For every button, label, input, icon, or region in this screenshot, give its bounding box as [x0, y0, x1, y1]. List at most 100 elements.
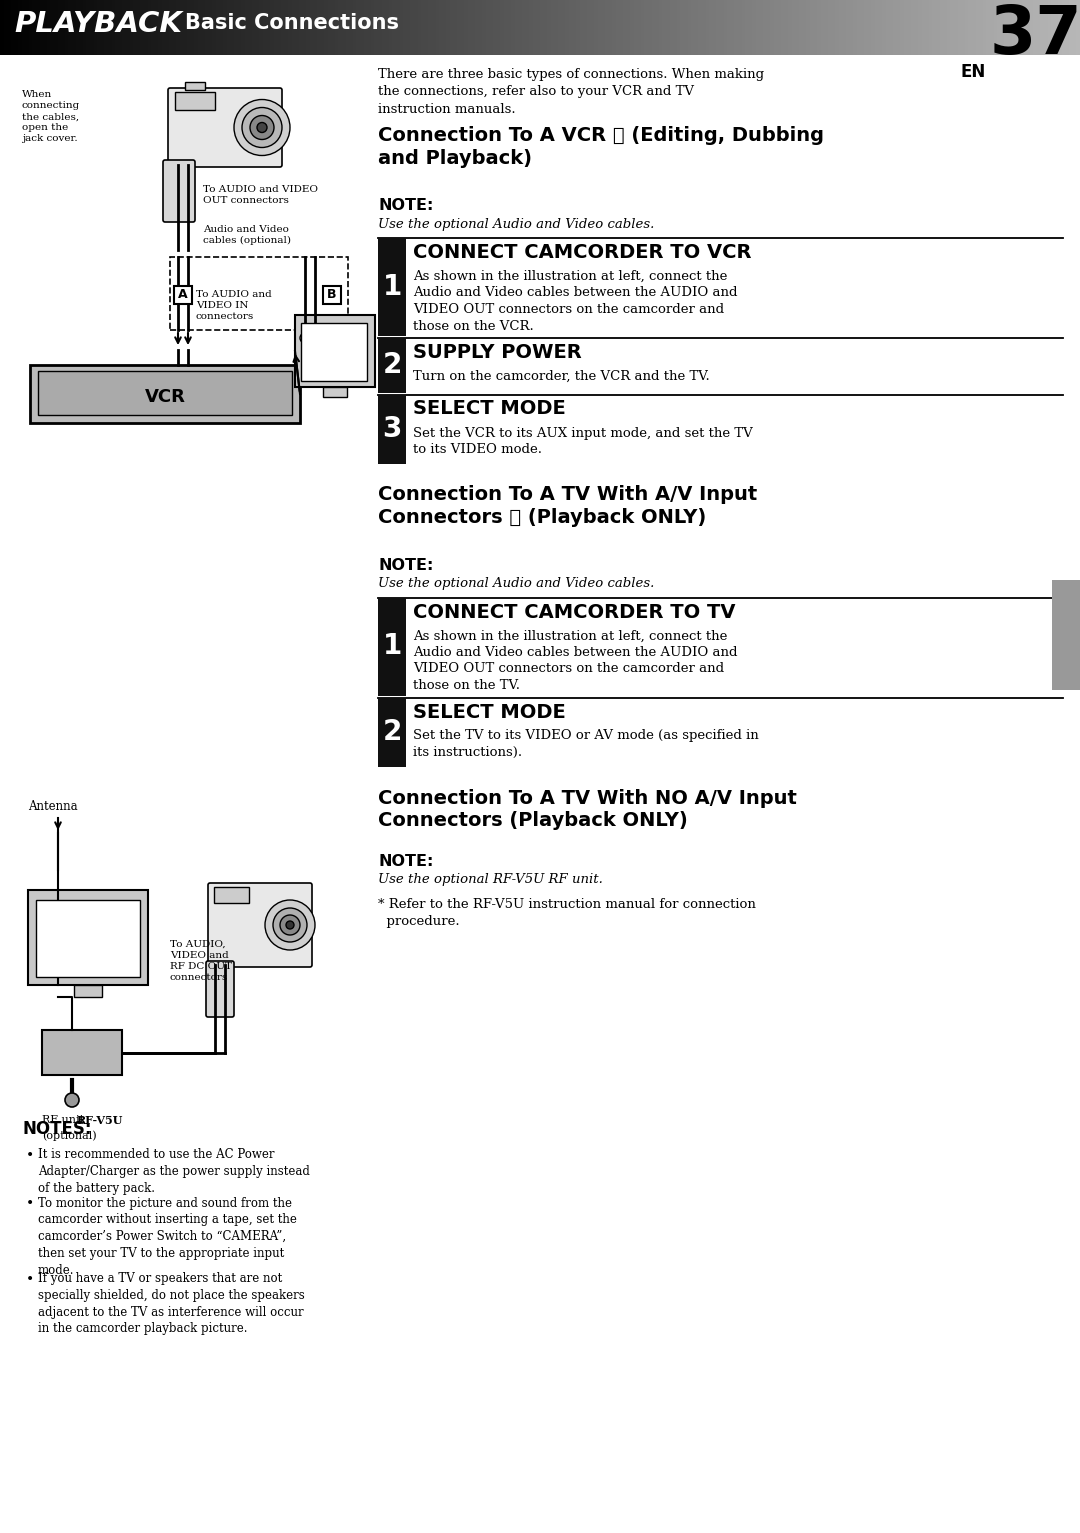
Bar — [720, 0, 724, 55]
Bar — [961, 0, 964, 55]
Bar — [1044, 0, 1048, 55]
Bar — [896, 0, 900, 55]
Bar — [802, 0, 807, 55]
Bar — [612, 0, 616, 55]
Bar — [594, 0, 597, 55]
Text: NOTES:: NOTES: — [22, 1121, 92, 1137]
Bar — [378, 598, 406, 696]
Text: 2: 2 — [382, 717, 402, 747]
Bar — [18, 0, 22, 55]
Bar — [306, 0, 310, 55]
Bar — [605, 0, 608, 55]
Bar — [392, 0, 396, 55]
Bar — [194, 0, 198, 55]
Text: RF-V5U: RF-V5U — [77, 1114, 123, 1127]
Bar — [969, 0, 972, 55]
Bar — [1012, 0, 1015, 55]
Bar — [792, 0, 796, 55]
Bar — [872, 0, 875, 55]
Bar — [472, 0, 475, 55]
Bar — [202, 0, 205, 55]
Bar — [738, 0, 742, 55]
Bar — [301, 323, 367, 382]
Bar — [248, 0, 252, 55]
Bar — [767, 0, 770, 55]
Bar — [1062, 0, 1066, 55]
Bar — [140, 0, 144, 55]
Bar — [630, 0, 634, 55]
Bar — [759, 0, 764, 55]
Bar — [748, 0, 753, 55]
Bar — [1015, 0, 1018, 55]
Bar — [270, 0, 273, 55]
Text: 37: 37 — [990, 2, 1080, 67]
Circle shape — [234, 100, 291, 155]
Text: 1: 1 — [382, 273, 402, 300]
Bar — [1018, 0, 1023, 55]
Bar — [349, 0, 353, 55]
Bar — [926, 0, 929, 55]
Bar — [778, 0, 781, 55]
Bar — [90, 0, 94, 55]
Bar — [370, 0, 375, 55]
Bar — [904, 0, 907, 55]
Bar — [403, 0, 407, 55]
Bar — [677, 0, 680, 55]
Bar — [597, 0, 602, 55]
Bar — [46, 0, 51, 55]
Bar — [299, 0, 302, 55]
Text: •: • — [26, 1272, 35, 1286]
Bar — [213, 0, 216, 55]
Bar — [1066, 0, 1069, 55]
Circle shape — [310, 333, 320, 343]
Bar — [288, 0, 292, 55]
Text: SUPPLY POWER: SUPPLY POWER — [413, 343, 582, 362]
Bar — [489, 0, 494, 55]
Text: Set the TV to its VIDEO or AV mode (as specified in
its instructions).: Set the TV to its VIDEO or AV mode (as s… — [413, 730, 759, 759]
Bar — [22, 0, 25, 55]
Text: RF unit: RF unit — [42, 1114, 87, 1125]
Text: Use the optional Audio and Video cables.: Use the optional Audio and Video cables. — [378, 578, 654, 590]
Bar — [51, 0, 54, 55]
Bar — [310, 0, 313, 55]
Bar — [562, 0, 565, 55]
Bar — [878, 0, 882, 55]
Bar — [175, 92, 215, 110]
Bar — [364, 0, 367, 55]
Text: VCR: VCR — [145, 388, 186, 406]
Bar — [133, 0, 137, 55]
Text: If you have a TV or speakers that are not
specially shielded, do not place the s: If you have a TV or speakers that are no… — [38, 1272, 305, 1335]
Bar — [565, 0, 569, 55]
Bar — [262, 0, 267, 55]
Text: To AUDIO,
VIDEO and
RF DC OUT
connectors: To AUDIO, VIDEO and RF DC OUT connectors — [170, 940, 232, 983]
Bar — [694, 0, 699, 55]
Text: * Refer to the RF-V5U instruction manual for connection
  procedure.: * Refer to the RF-V5U instruction manual… — [378, 897, 756, 927]
Text: Antenna: Antenna — [28, 800, 78, 812]
Bar — [245, 0, 248, 55]
Bar — [62, 0, 65, 55]
Bar — [281, 0, 284, 55]
Bar — [313, 0, 316, 55]
Text: EN: EN — [961, 63, 986, 81]
Bar — [551, 0, 554, 55]
Bar — [327, 0, 332, 55]
Bar — [504, 0, 508, 55]
Bar — [1058, 0, 1062, 55]
Bar — [540, 0, 543, 55]
Bar — [853, 0, 856, 55]
Bar — [468, 0, 472, 55]
Bar — [500, 0, 504, 55]
Bar — [753, 0, 756, 55]
Bar — [342, 0, 346, 55]
Bar — [537, 0, 540, 55]
Bar — [532, 0, 537, 55]
Bar — [165, 0, 170, 55]
Bar — [731, 0, 734, 55]
Bar — [515, 0, 518, 55]
Bar — [302, 0, 306, 55]
Bar — [954, 0, 958, 55]
Bar — [742, 0, 745, 55]
Bar — [356, 0, 360, 55]
Bar — [1048, 0, 1051, 55]
Bar — [170, 258, 348, 330]
